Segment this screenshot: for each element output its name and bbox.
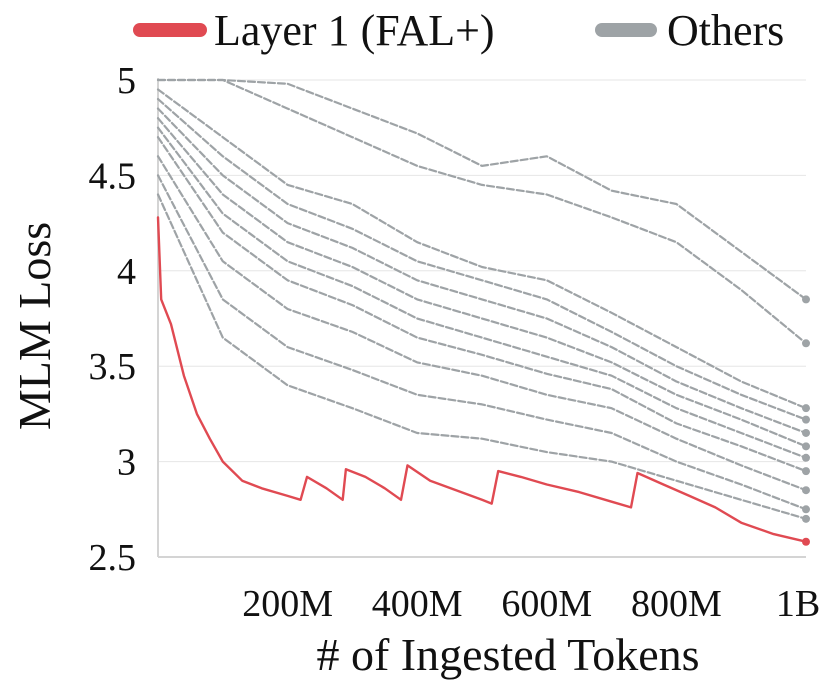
series-end-marker-others: [802, 514, 810, 523]
series-line-others: [156, 78, 808, 301]
series-line-layer1: [156, 216, 808, 543]
legend-label: Others: [667, 6, 784, 55]
series-end-marker-layer1: [802, 537, 810, 546]
series-line-others: [156, 193, 808, 520]
y-tick-label: 3: [117, 442, 136, 484]
series-line-others: [156, 174, 808, 511]
y-tick-label: 5: [117, 60, 136, 102]
series-line-others: [156, 88, 808, 410]
series-end-marker-others: [802, 295, 810, 304]
y-tick-labels: 2.5 3 3.5 4 4.5 5: [89, 60, 137, 579]
series-line-others: [156, 136, 808, 473]
series-line-others: [156, 98, 808, 421]
legend-label: Layer 1 (FAL+): [214, 6, 495, 55]
series-end-marker-others: [802, 415, 810, 424]
y-tick-label: 2.5: [89, 537, 137, 579]
series-end-marker-others: [802, 339, 810, 348]
x-tick-labels: 200M 400M 600M 800M 1B: [242, 583, 820, 625]
x-axis-label: # of Ingested Tokens: [316, 629, 699, 680]
y-axis-label: MLM Loss: [9, 222, 60, 430]
series-end-marker-others: [802, 404, 810, 413]
x-tick-label: 1B: [776, 583, 820, 625]
series-end-marker-others: [802, 442, 810, 451]
plot-series: [156, 78, 810, 546]
series-line-others: [156, 117, 808, 448]
x-tick-label: 600M: [501, 583, 592, 625]
series-line-others: [156, 155, 808, 492]
x-tick-label: 200M: [242, 583, 333, 625]
series-line-others: [156, 126, 808, 459]
y-tick-label: 4.5: [89, 155, 137, 197]
x-tick-label: 400M: [372, 583, 463, 625]
series-end-marker-others: [802, 453, 810, 462]
series-end-marker-others: [802, 505, 810, 514]
y-tick-label: 3.5: [89, 346, 137, 388]
series-line-others: [156, 78, 808, 345]
y-tick-label: 4: [117, 251, 136, 293]
series-end-marker-others: [802, 428, 810, 437]
series-end-marker-others: [802, 467, 810, 476]
series-line-others: [156, 107, 808, 435]
series-end-marker-others: [802, 486, 810, 495]
x-tick-label: 800M: [631, 583, 722, 625]
legend: Layer 1 (FAL+) Others: [133, 6, 784, 55]
